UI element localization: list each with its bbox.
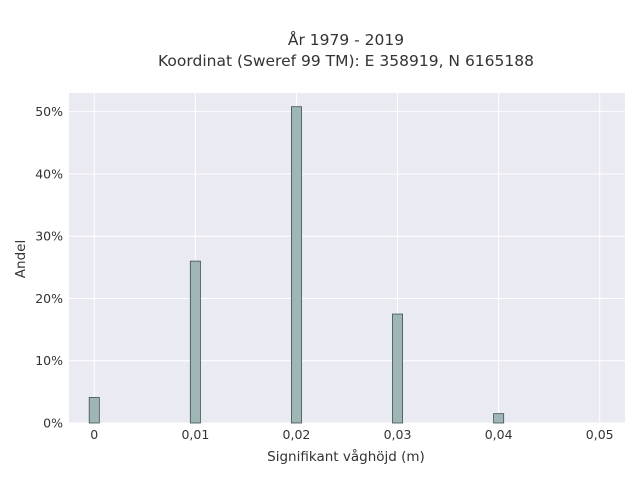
y-tick-labels: 0% 10% 20% 30% 40% 50%	[35, 104, 63, 430]
chart-title-line1: År 1979 - 2019	[288, 30, 404, 49]
chart-title-line2: Koordinat (Sweref 99 TM): E 358919, N 61…	[158, 52, 534, 70]
plot-area	[69, 93, 625, 423]
y-tick-label-4: 40%	[35, 166, 63, 181]
y-axis-label: Andel	[13, 240, 29, 278]
x-tick-label-4: 0,04	[485, 427, 513, 442]
bar-1	[189, 260, 201, 424]
x-tick-label-5: 0,05	[586, 427, 614, 442]
y-tick-label-1: 10%	[35, 353, 63, 368]
y-tick-label-5: 50%	[35, 104, 63, 119]
bar-3	[392, 313, 403, 424]
bars	[88, 106, 505, 424]
x-tick-labels: 0 0,01 0,02 0,03 0,04 0,05	[90, 427, 613, 442]
bar-0	[88, 397, 100, 424]
y-tick-label-2: 20%	[35, 291, 63, 306]
x-tick-label-0: 0	[90, 427, 98, 442]
x-axis-label: Signifikant våghöjd (m)	[267, 448, 425, 465]
bar-2	[290, 106, 302, 424]
x-tick-label-3: 0,03	[384, 427, 412, 442]
x-tick-label-1: 0,01	[181, 427, 209, 442]
y-tick-label-0: 0%	[43, 416, 63, 431]
y-tick-label-3: 30%	[35, 229, 63, 244]
x-tick-label-2: 0,02	[283, 427, 311, 442]
bar-4	[493, 413, 505, 424]
